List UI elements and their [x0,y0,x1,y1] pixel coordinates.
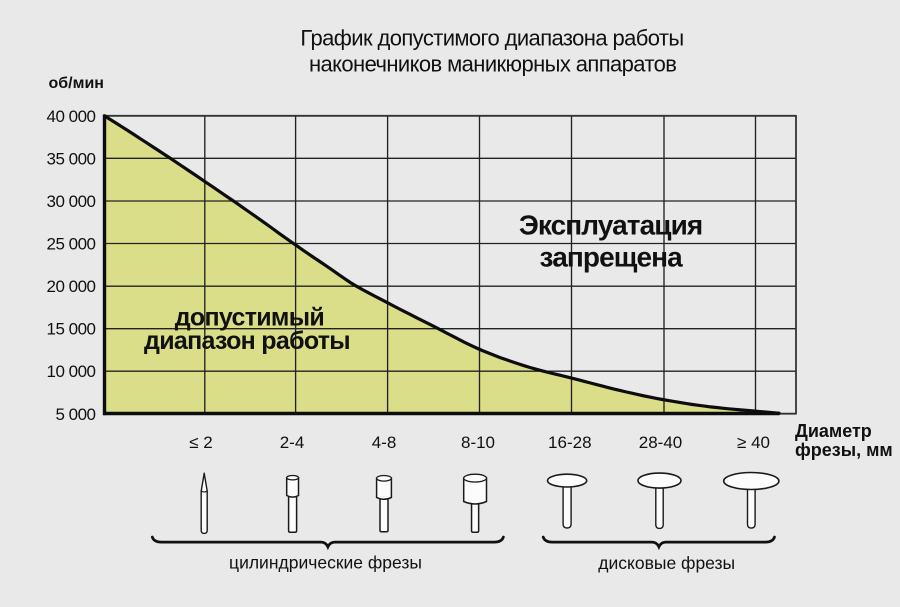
svg-text:2-4: 2-4 [280,433,305,452]
svg-text:10 000: 10 000 [47,362,96,381]
svg-text:30 000: 30 000 [47,192,96,211]
svg-text:15 000: 15 000 [47,320,96,339]
svg-text:График допустимого диапазона р: График допустимого диапазона работы [300,26,683,51]
svg-text:8-10: 8-10 [461,433,495,452]
svg-text:запрещена: запрещена [540,242,684,273]
svg-text:≥ 40: ≥ 40 [737,433,770,452]
svg-text:цилиндрические фрезы: цилиндрические фрезы [229,552,422,572]
svg-text:фрезы, мм: фрезы, мм [795,440,893,460]
svg-text:наконечников маникюрных аппара: наконечников маникюрных аппаратов [309,52,676,77]
svg-text:5 000: 5 000 [55,405,95,424]
svg-text:35 000: 35 000 [47,149,96,168]
svg-text:16-28: 16-28 [548,433,591,452]
svg-text:допустимый: допустимый [175,304,324,332]
svg-text:28-40: 28-40 [639,433,682,452]
svg-text:40 000: 40 000 [47,107,96,126]
svg-text:об/мин: об/мин [49,75,104,92]
svg-text:20 000: 20 000 [47,277,96,296]
svg-text:≤ 2: ≤ 2 [189,433,213,452]
svg-text:Эксплуатация: Эксплуатация [519,209,703,240]
svg-text:Диаметр: Диаметр [795,421,872,441]
svg-text:диапазон работы: диапазон работы [144,327,350,355]
svg-text:дисковые фрезы: дисковые фрезы [598,553,735,573]
svg-text:25 000: 25 000 [47,235,96,254]
svg-text:4-8: 4-8 [372,433,397,452]
